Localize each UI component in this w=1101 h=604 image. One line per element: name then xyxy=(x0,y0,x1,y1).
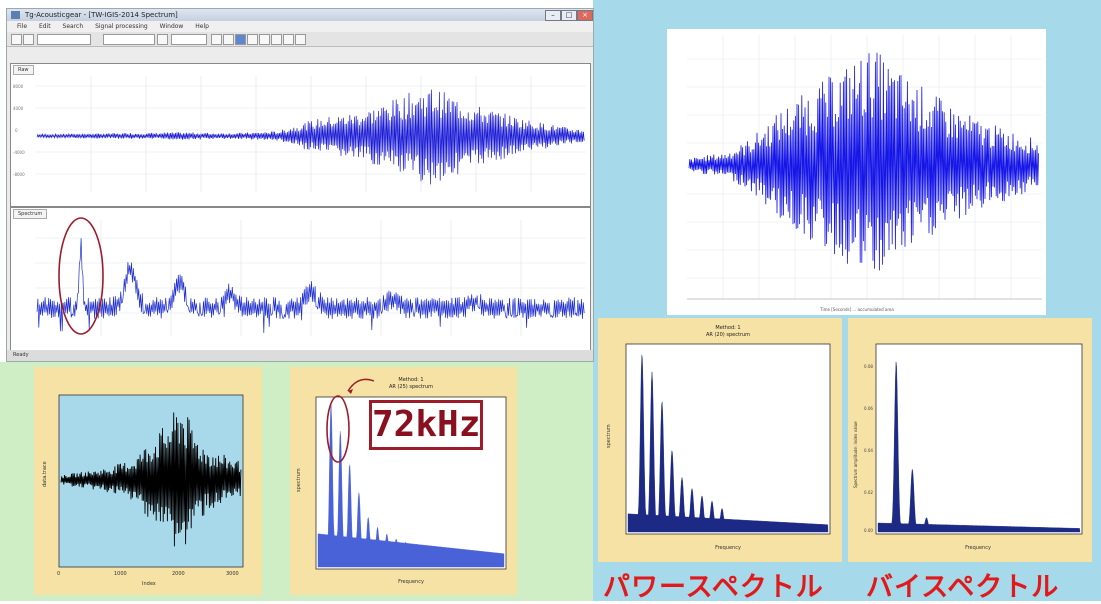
toolbar xyxy=(7,32,593,47)
x-axis-label: Frequency xyxy=(398,579,424,585)
plot-title-2: AR (20) spectrum xyxy=(706,332,750,338)
wave3-line xyxy=(688,52,1039,271)
peak-highlight-circle xyxy=(58,217,104,335)
play-icon[interactable] xyxy=(235,34,246,45)
open-icon[interactable] xyxy=(11,34,22,45)
menu-item-edit[interactable]: Edit xyxy=(38,23,51,30)
plot-title-1: Method: 1 xyxy=(398,377,423,383)
pan-icon[interactable] xyxy=(247,34,258,45)
annotation-arrow xyxy=(347,378,375,392)
bispectrum-plot: 0.08 0.06 0.04 0.02 0.00 Frequency Spect… xyxy=(853,343,1083,551)
status-bar: Ready xyxy=(7,350,593,361)
time-waveform-plot: Time [Seconds] … accumulated area xyxy=(687,35,1042,312)
pw1-fill xyxy=(317,405,505,568)
waveform-plot: 8000 4000 0 -4000 -8000 xyxy=(13,76,586,192)
bispectrum-area xyxy=(877,361,1081,533)
range-select[interactable] xyxy=(103,34,155,45)
app-window: Tg-Acousticgear - [TW-IGIS-2014 Spectrum… xyxy=(6,8,594,362)
xtick-1000: 1000 xyxy=(114,571,127,577)
ytick-3: 0.02 xyxy=(864,490,873,495)
menu-item-help[interactable]: Help xyxy=(195,23,209,30)
svg-text:8000: 8000 xyxy=(13,84,24,89)
index-waveform-card: 0 1000 2000 3000 Index data.trace xyxy=(34,367,262,595)
index-waveform-plot: 0 1000 2000 3000 Index data.trace xyxy=(42,394,244,587)
time-waveform-trace xyxy=(688,52,1039,271)
ytick-2: 0.04 xyxy=(864,448,873,453)
close-button[interactable]: × xyxy=(577,10,593,21)
svg-text:0: 0 xyxy=(15,128,18,133)
frequency-annotation: 72kHz xyxy=(369,400,483,450)
window-title: Tg-Acousticgear - [TW-IGIS-2014 Spectrum… xyxy=(25,11,178,19)
raw-waveform-trace xyxy=(36,89,585,185)
y-axis-label: Spectrum amplitude: index value xyxy=(853,421,858,488)
bs1-fill xyxy=(877,361,1081,533)
bispectrum-label: バイスペクトル xyxy=(866,572,1060,603)
spectrum-trace xyxy=(36,238,585,333)
wave1-line xyxy=(36,89,585,185)
minimize-button[interactable]: – xyxy=(545,10,561,21)
spectrum-panel: Spectrum xyxy=(10,207,591,351)
ytick-0: 0.08 xyxy=(864,364,873,369)
menu-item-window[interactable]: Window xyxy=(159,23,184,30)
svg-text:-8000: -8000 xyxy=(13,172,25,177)
select-icon[interactable] xyxy=(223,34,234,45)
settings-icon[interactable] xyxy=(283,34,294,45)
panel2-tab[interactable]: Spectrum xyxy=(13,209,48,219)
power-spectrum-area xyxy=(627,354,829,533)
app-icon xyxy=(11,11,20,19)
marker-icon[interactable] xyxy=(271,34,282,45)
zoom-in-icon[interactable] xyxy=(157,34,168,45)
svg-text:4000: 4000 xyxy=(13,106,24,111)
xtick-2000: 2000 xyxy=(172,571,185,577)
wave2-line xyxy=(60,412,242,547)
save-icon[interactable] xyxy=(23,34,34,45)
waveform-panel: Raw 8000 4000 0 -4000 -8000 xyxy=(10,63,591,207)
measure-icon[interactable] xyxy=(259,34,270,45)
ytick-1: 0.06 xyxy=(864,406,873,411)
index-waveform-trace xyxy=(60,412,242,547)
menu-item-file[interactable]: File xyxy=(17,23,28,30)
plot-title-2: AR (25) spectrum xyxy=(389,384,433,390)
x-axis-label: Index xyxy=(142,581,156,587)
annotation-arrowhead xyxy=(348,389,353,394)
svg-text:-4000: -4000 xyxy=(13,150,25,155)
spectrum-plot xyxy=(35,217,586,336)
help-icon[interactable] xyxy=(295,34,306,45)
plot-title-1: Method: 1 xyxy=(715,325,740,331)
cursor-icon[interactable] xyxy=(211,34,222,45)
xtick-3000: 3000 xyxy=(226,571,239,577)
title-bar: Tg-Acousticgear - [TW-IGIS-2014 Spectrum… xyxy=(7,9,593,21)
status-text: Ready xyxy=(13,352,29,358)
y-axis-label: spectrum xyxy=(606,424,612,448)
power-spectrum-plot: Method: 1 AR (20) spectrum Frequency spe… xyxy=(606,325,831,551)
x-axis-label: Time [Seconds] … accumulated area xyxy=(819,307,894,312)
maximize-button[interactable]: □ xyxy=(561,10,577,21)
ytick-4: 0.00 xyxy=(864,528,873,533)
x-axis-label: Frequency xyxy=(965,545,991,551)
pw2-fill xyxy=(627,354,829,533)
power-spectrum-label: パワースペクトル xyxy=(603,572,824,603)
y-axis-label: data.trace xyxy=(42,461,48,487)
xtick-0: 0 xyxy=(57,571,60,577)
y-axis-label: spectrum xyxy=(296,468,302,492)
bispectrum-card: 0.08 0.06 0.04 0.02 0.00 Frequency Spect… xyxy=(848,318,1092,562)
menu-item-search[interactable]: Search xyxy=(62,23,84,30)
menu-bar: File Edit Search Signal processing Windo… xyxy=(7,21,593,32)
time-waveform-panel: Time [Seconds] … accumulated area xyxy=(667,29,1046,315)
zoom-field[interactable] xyxy=(171,34,207,45)
x-axis-label: Frequency xyxy=(715,545,741,551)
menu-item-signal[interactable]: Signal processing xyxy=(95,23,148,30)
power-spectrum-card: Method: 1 AR (20) spectrum Frequency spe… xyxy=(598,318,842,562)
channel-select[interactable] xyxy=(37,34,91,45)
panel1-tab[interactable]: Raw xyxy=(13,65,34,75)
peak-highlight-circle xyxy=(326,395,350,463)
power-spectrum-small-area xyxy=(317,405,505,568)
spectrum-line xyxy=(36,238,585,333)
